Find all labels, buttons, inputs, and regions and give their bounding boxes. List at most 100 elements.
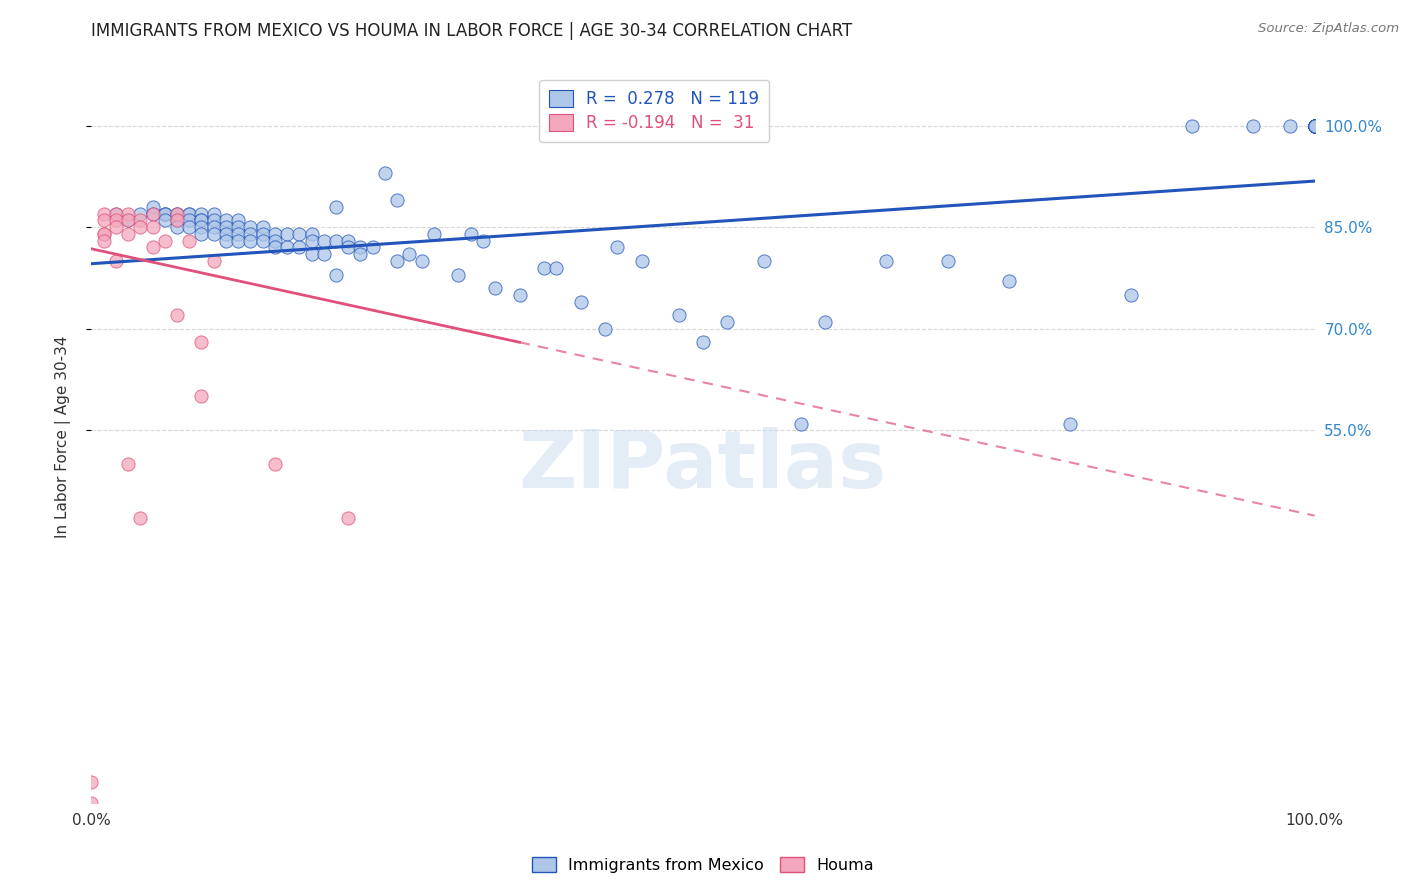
Point [104, 220, 127, 235]
Point [276, 227, 298, 241]
Point [215, 213, 238, 227]
Point [1303, 119, 1326, 133]
Point [190, 213, 212, 227]
Text: IMMIGRANTS FROM MEXICO VS HOUMA IN LABOR FORCE | AGE 30-34 CORRELATION CHART: IMMIGRANTS FROM MEXICO VS HOUMA IN LABOR… [91, 22, 852, 40]
Point [1303, 119, 1326, 133]
Point [104, 206, 127, 220]
Point [325, 200, 347, 214]
Point [936, 254, 959, 268]
Point [166, 213, 188, 227]
Point [1303, 119, 1326, 133]
Legend: Immigrants from Mexico, Houma: Immigrants from Mexico, Houma [526, 851, 880, 880]
Point [349, 240, 371, 254]
Point [117, 457, 139, 471]
Point [1303, 119, 1326, 133]
Point [239, 220, 262, 235]
Point [814, 315, 837, 329]
Point [1303, 119, 1326, 133]
Point [337, 511, 360, 525]
Point [1303, 119, 1326, 133]
Point [129, 213, 152, 227]
Point [166, 220, 188, 235]
Point [1059, 417, 1081, 431]
Point [1279, 119, 1302, 133]
Point [790, 417, 813, 431]
Text: ZIPatlas: ZIPatlas [519, 427, 887, 506]
Point [141, 200, 163, 214]
Point [1303, 119, 1326, 133]
Point [398, 247, 420, 261]
Point [117, 213, 139, 227]
Point [202, 227, 225, 241]
Point [153, 234, 176, 248]
Point [141, 206, 163, 220]
Point [875, 254, 898, 268]
Point [190, 206, 212, 220]
Point [1303, 119, 1326, 133]
Point [312, 234, 335, 248]
Point [215, 234, 238, 248]
Point [153, 213, 176, 227]
Point [179, 234, 201, 248]
Point [1303, 119, 1326, 133]
Point [569, 294, 592, 309]
Point [190, 389, 212, 403]
Point [337, 240, 360, 254]
Point [264, 240, 287, 254]
Point [385, 193, 409, 207]
Point [252, 234, 274, 248]
Point [1303, 119, 1326, 133]
Point [1303, 119, 1326, 133]
Point [312, 247, 335, 261]
Point [1303, 119, 1326, 133]
Point [1303, 119, 1326, 133]
Point [117, 206, 139, 220]
Point [215, 227, 238, 241]
Point [104, 206, 127, 220]
Point [129, 220, 152, 235]
Point [190, 213, 212, 227]
Point [202, 254, 225, 268]
Point [166, 206, 188, 220]
Point [998, 274, 1021, 288]
Point [226, 220, 249, 235]
Point [631, 254, 654, 268]
Point [153, 206, 176, 220]
Point [93, 234, 115, 248]
Point [141, 206, 163, 220]
Point [668, 308, 690, 322]
Point [93, 227, 115, 241]
Point [190, 335, 212, 350]
Point [1303, 119, 1326, 133]
Point [606, 240, 628, 254]
Point [239, 227, 262, 241]
Point [1303, 119, 1326, 133]
Point [1181, 119, 1204, 133]
Point [1303, 119, 1326, 133]
Point [301, 227, 323, 241]
Point [1303, 119, 1326, 133]
Point [117, 213, 139, 227]
Point [179, 213, 201, 227]
Point [1303, 119, 1326, 133]
Point [288, 227, 311, 241]
Point [593, 322, 616, 336]
Point [117, 227, 139, 241]
Point [264, 227, 287, 241]
Point [93, 227, 115, 241]
Point [226, 234, 249, 248]
Point [129, 206, 152, 220]
Point [471, 234, 494, 248]
Point [1243, 119, 1265, 133]
Point [1303, 119, 1326, 133]
Point [166, 206, 188, 220]
Point [1121, 288, 1143, 302]
Point [325, 268, 347, 282]
Point [80, 775, 103, 789]
Point [337, 234, 360, 248]
Point [546, 260, 568, 275]
Point [1303, 119, 1326, 133]
Point [202, 220, 225, 235]
Point [141, 240, 163, 254]
Point [385, 254, 409, 268]
